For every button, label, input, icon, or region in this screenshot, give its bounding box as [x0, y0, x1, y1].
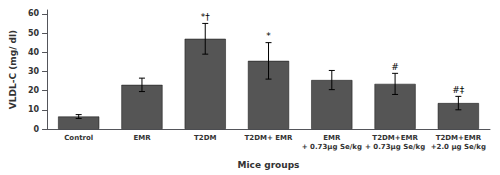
svg-text:Control: Control — [64, 134, 93, 142]
svg-text:Mice groups: Mice groups — [238, 160, 300, 170]
svg-text:60: 60 — [28, 9, 40, 18]
svg-text:30: 30 — [28, 67, 40, 76]
svg-text:T2DM+ EMR: T2DM+ EMR — [245, 134, 293, 142]
svg-text:EMR: EMR — [133, 134, 151, 142]
svg-text:T2DM+EMR: T2DM+EMR — [436, 134, 482, 142]
svg-text:T2DM: T2DM — [194, 134, 216, 142]
svg-text:+ 0.73μg Se/kg: + 0.73μg Se/kg — [365, 143, 425, 151]
svg-text:EMR: EMR — [323, 134, 341, 142]
svg-text:*: * — [266, 31, 271, 41]
svg-text:20: 20 — [28, 86, 40, 95]
svg-text:+ 0.73μg Se/kg: + 0.73μg Se/kg — [302, 143, 362, 151]
svg-text:VLDL-C (mg/ dl): VLDL-C (mg/ dl) — [8, 30, 18, 109]
svg-text:40: 40 — [28, 48, 40, 57]
svg-text:#‡: #‡ — [452, 85, 465, 95]
svg-text:+2.0 μg Se/kg: +2.0 μg Se/kg — [431, 143, 486, 151]
svg-text:10: 10 — [28, 105, 40, 114]
svg-text:0: 0 — [33, 125, 39, 134]
svg-text:T2DM+EMR: T2DM+EMR — [372, 134, 418, 142]
svg-text:*†: *† — [201, 12, 211, 22]
svg-text:50: 50 — [28, 29, 40, 38]
svg-text:#: # — [391, 62, 399, 72]
